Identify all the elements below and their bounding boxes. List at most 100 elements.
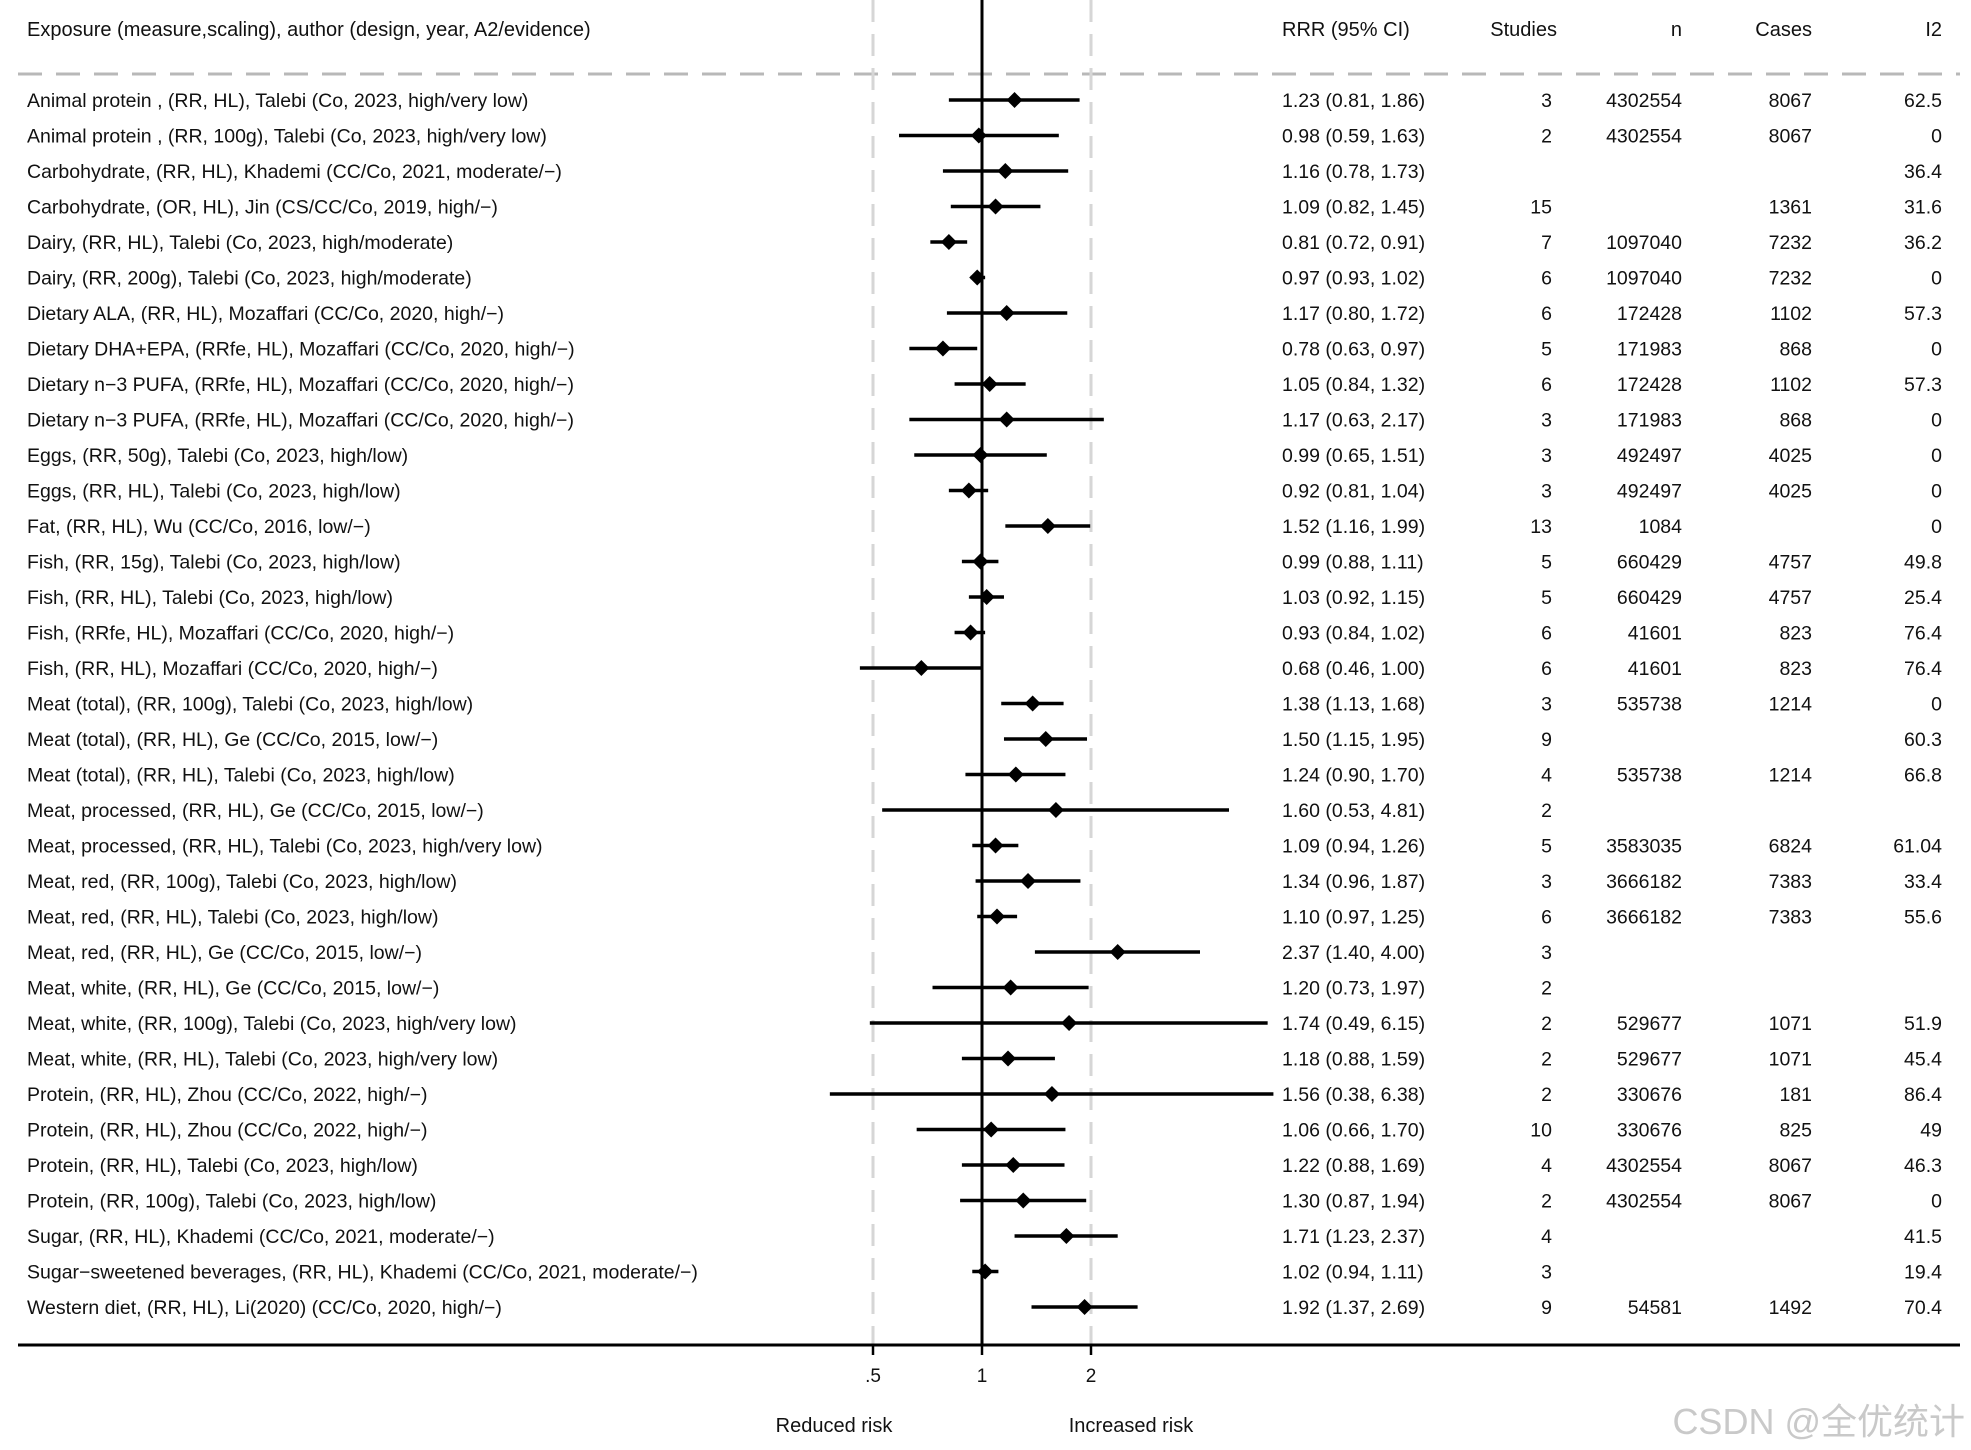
n-value: 660429 [1617,552,1682,574]
axis-label-increased-risk: Increased risk [1069,1415,1194,1437]
n-value: 660429 [1617,587,1682,609]
studies-value: 2 [1541,800,1552,822]
watermark: CSDN @全优统计 [1672,1401,1965,1442]
studies-value: 3 [1541,871,1552,893]
studies-value: 2 [1541,1013,1552,1035]
studies-value: 9 [1541,729,1552,751]
cases-value: 1492 [1769,1297,1812,1319]
studies-value: 6 [1541,658,1552,680]
i2-value: 0 [1931,126,1942,148]
ci-text: 1.09 (0.82, 1.45) [1282,197,1425,219]
n-value: 3666182 [1606,871,1682,893]
i2-value: 0 [1931,268,1942,290]
estimate-marker [1037,731,1054,747]
n-value: 41601 [1628,623,1682,645]
ci-text: 0.98 (0.59, 1.63) [1282,126,1425,148]
studies-value: 4 [1541,765,1552,787]
row-label: Dietary ALA, (RR, HL), Mozaffari (CC/Co,… [27,303,504,325]
header-i2: I2 [1925,19,1942,41]
n-value: 171983 [1617,339,1682,361]
n-value: 535738 [1617,765,1682,787]
n-value: 4302554 [1606,1191,1682,1213]
n-value: 3583035 [1606,836,1682,858]
i2-value: 0 [1931,481,1942,503]
studies-value: 4 [1541,1155,1552,1177]
estimate-marker [981,376,998,392]
row-label: Animal protein , (RR, HL), Talebi (Co, 2… [27,90,528,112]
row-label: Fat, (RR, HL), Wu (CC/Co, 2016, low/−) [27,516,371,538]
row-label: Meat, white, (RR, 100g), Talebi (Co, 202… [27,1013,517,1035]
ci-text: 1.02 (0.94, 1.11) [1282,1262,1424,1284]
ci-text: 1.56 (0.38, 6.38) [1282,1084,1425,1106]
estimate-marker [998,411,1015,428]
forest-row: Animal protein , (RR, HL), Talebi (Co, 2… [27,90,1942,112]
estimate-marker [988,908,1005,925]
i2-value: 41.5 [1904,1226,1942,1248]
studies-value: 6 [1541,623,1552,645]
ci-text: 1.92 (1.37, 2.69) [1282,1297,1425,1319]
row-label: Eggs, (RR, HL), Talebi (Co, 2023, high/l… [27,481,401,503]
header-n: n [1671,19,1682,41]
i2-value: 33.4 [1904,871,1942,893]
estimate-marker [969,269,986,286]
studies-value: 2 [1541,126,1552,148]
row-label: Protein, (RR, 100g), Talebi (Co, 2023, h… [27,1191,436,1213]
ci-text: 0.97 (0.93, 1.02) [1282,268,1425,290]
studies-value: 2 [1541,1049,1552,1071]
x-axis: .5 1 2 [865,1345,1096,1387]
reference-gridlines [871,0,1093,1345]
i2-value: 51.9 [1904,1013,1942,1035]
forest-row: Dietary DHA+EPA, (RRfe, HL), Mozaffari (… [27,339,1942,361]
studies-value: 6 [1541,374,1552,396]
row-label: Eggs, (RR, 50g), Talebi (Co, 2023, high/… [27,445,408,467]
row-label: Meat (total), (RR, HL), Talebi (Co, 2023… [27,765,455,787]
cases-value: 1214 [1769,694,1813,716]
forest-row: Sugar, (RR, HL), Khademi (CC/Co, 2021, m… [27,1226,1942,1248]
estimate-marker [1007,766,1024,783]
studies-value: 10 [1530,1120,1552,1142]
n-value: 172428 [1617,303,1682,325]
estimate-marker [1061,1015,1078,1031]
cases-value: 4025 [1769,445,1813,467]
ci-text: 0.93 (0.84, 1.02) [1282,623,1425,645]
i2-value: 0 [1931,516,1942,538]
cases-value: 4757 [1769,587,1812,609]
studies-value: 4 [1541,1226,1552,1248]
ci-text: 1.03 (0.92, 1.15) [1282,587,1425,609]
i2-value: 46.3 [1904,1155,1942,1177]
estimate-marker [934,340,951,357]
ci-text: 1.17 (0.63, 2.17) [1282,410,1425,432]
row-label: Dietary n−3 PUFA, (RRfe, HL), Mozaffari … [27,374,574,396]
forest-row: Dietary n−3 PUFA, (RRfe, HL), Mozaffari … [27,410,1942,432]
ci-text: 1.23 (0.81, 1.86) [1282,90,1425,112]
n-value: 529677 [1617,1013,1682,1035]
estimate-marker [978,589,995,605]
header-cases: Cases [1755,19,1812,41]
x-tick-label: 2 [1086,1366,1097,1387]
n-value: 1084 [1639,516,1683,538]
forest-row: Meat (total), (RR, HL), Talebi (Co, 2023… [27,765,1942,787]
row-label: Western diet, (RR, HL), Li(2020) (CC/Co,… [27,1297,502,1319]
n-value: 330676 [1617,1120,1682,1142]
header-exposure: Exposure (measure,scaling), author (desi… [27,19,591,41]
n-value: 3666182 [1606,907,1682,929]
i2-value: 55.6 [1904,907,1942,929]
axis-label-reduced-risk: Reduced risk [776,1415,894,1437]
i2-value: 57.3 [1904,303,1942,325]
estimate-marker [962,624,979,641]
forest-row: Carbohydrate, (OR, HL), Jin (CS/CC/Co, 2… [27,197,1942,219]
ci-text: 2.37 (1.40, 4.00) [1282,942,1425,964]
i2-value: 76.4 [1904,623,1942,645]
i2-value: 0 [1931,445,1942,467]
row-label: Dairy, (RR, HL), Talebi (Co, 2023, high/… [27,232,453,254]
row-label: Sugar, (RR, HL), Khademi (CC/Co, 2021, m… [27,1226,495,1248]
forest-row: Dairy, (RR, HL), Talebi (Co, 2023, high/… [27,232,1942,254]
estimate-marker [1109,944,1126,960]
estimate-marker [972,553,989,570]
cases-value: 8067 [1769,90,1812,112]
forest-row: Meat (total), (RR, 100g), Talebi (Co, 20… [27,694,1942,716]
studies-value: 3 [1541,1262,1552,1284]
x-tick-label: 1 [977,1366,988,1387]
studies-value: 3 [1541,410,1552,432]
ci-text: 1.30 (0.87, 1.94) [1282,1191,1425,1213]
